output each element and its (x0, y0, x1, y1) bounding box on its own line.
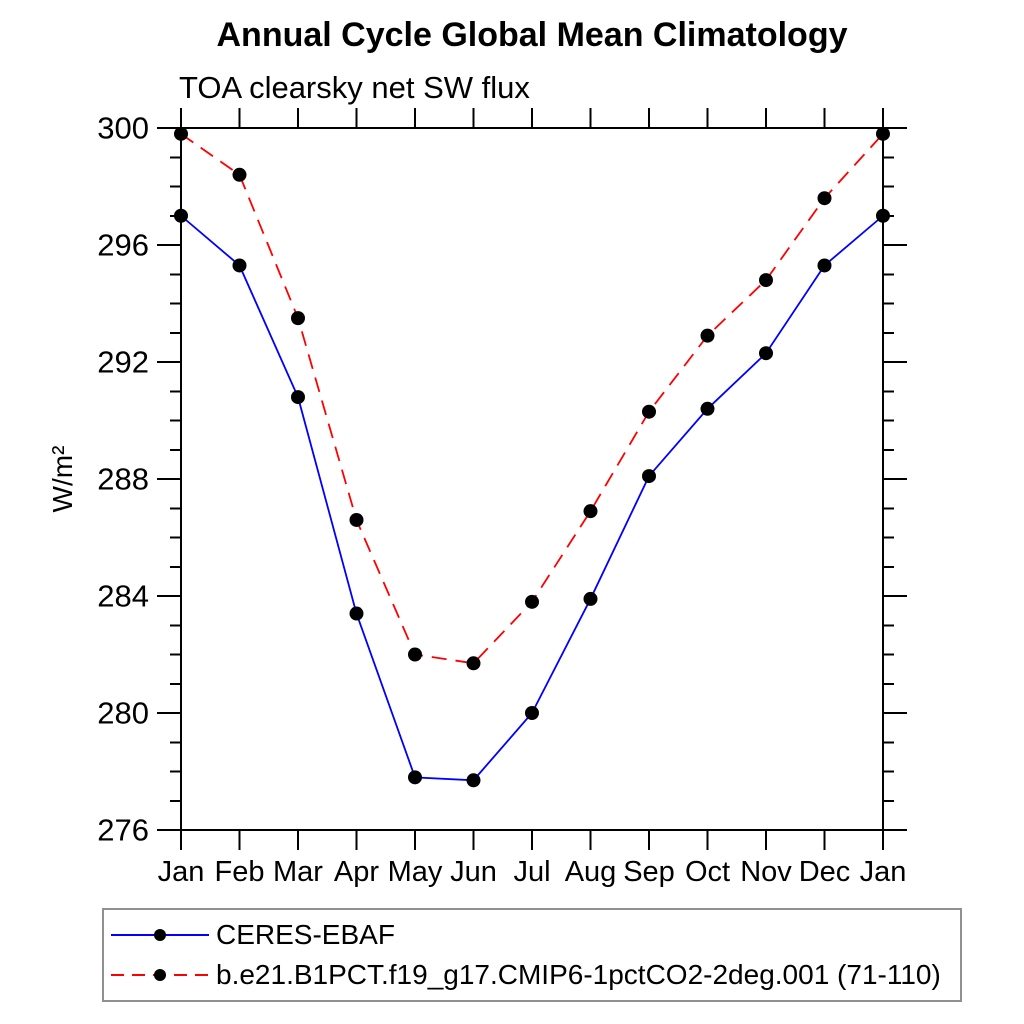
plot-frame (180, 127, 884, 831)
x-tick-label: Jun (450, 856, 497, 888)
x-tick-label: Mar (273, 856, 323, 888)
legend-marker-dot (154, 929, 166, 941)
legend-line-sample-dashed-red (111, 969, 209, 981)
data-point-series-1 (349, 512, 364, 527)
data-point-series-0 (525, 706, 539, 720)
data-point-series-0 (759, 346, 773, 361)
data-point-series-0 (642, 469, 656, 484)
x-tick-label: Apr (334, 856, 379, 888)
data-point-series-1 (876, 126, 890, 141)
data-point-series-0 (291, 390, 305, 405)
x-tick-label: Jan (860, 856, 907, 888)
x-tick-label: Jul (513, 856, 550, 888)
y-tick-label: 280 (97, 696, 149, 731)
data-point-series-0 (876, 208, 890, 223)
data-point-series-1 (583, 504, 598, 519)
y-tick-label: 288 (97, 462, 149, 497)
data-point-series-0 (408, 770, 422, 785)
data-point-series-1 (174, 126, 188, 141)
legend-item-model-run: b.e21.B1PCT.f19_g17.CMIP6-1pctCO2-2deg.0… (108, 955, 960, 995)
x-tick-label: May (388, 856, 443, 888)
chart-title: Annual Cycle Global Mean Climatology (216, 16, 848, 54)
legend-item-ceres-ebaf: CERES-EBAF (108, 915, 960, 955)
x-tick-label: Dec (799, 856, 851, 888)
series-line-0 (180, 215, 884, 782)
legend-label-ceres-ebaf: CERES-EBAF (216, 919, 395, 950)
data-point-series-0 (232, 258, 247, 273)
data-point-series-1 (291, 311, 305, 326)
data-point-series-1 (642, 404, 656, 419)
x-tick-label: Sep (623, 856, 675, 888)
y-tick-label: 296 (97, 228, 149, 263)
data-point-series-0 (700, 401, 715, 416)
data-point-series-1 (466, 656, 481, 671)
x-tick-label: Jan (158, 856, 205, 888)
data-point-series-0 (583, 591, 598, 606)
data-point-series-1 (759, 273, 773, 288)
y-tick-label: 276 (97, 813, 149, 848)
y-tick-label: 284 (97, 579, 149, 614)
data-point-series-1 (700, 328, 715, 343)
chart-subtitle: TOA clearsky net SW flux (179, 70, 530, 105)
x-tick-label: Oct (685, 856, 730, 888)
data-point-series-0 (174, 208, 188, 223)
x-tick-label: Aug (565, 856, 617, 888)
series-line-1 (180, 133, 884, 665)
y-tick-label: 300 (97, 111, 149, 146)
legend-box: CERES-EBAF b.e21.B1PCT.f19_g17.CMIP6-1pc… (102, 908, 962, 1002)
data-point-series-1 (408, 647, 422, 662)
data-point-series-0 (817, 258, 832, 273)
data-point-series-1 (817, 191, 832, 206)
y-tick-label: 292 (97, 345, 149, 380)
legend-marker-dot (154, 969, 166, 981)
data-point-series-1 (232, 167, 247, 182)
data-point-series-0 (349, 606, 364, 621)
data-point-series-1 (525, 594, 539, 609)
legend-label-model-run: b.e21.B1PCT.f19_g17.CMIP6-1pctCO2-2deg.0… (216, 959, 941, 990)
x-tick-label: Nov (740, 856, 792, 888)
x-tick-label: Feb (215, 856, 265, 888)
legend-line-sample-solid-blue (111, 929, 209, 941)
y-axis-label: W/m² (47, 446, 78, 513)
data-point-series-0 (466, 773, 481, 788)
